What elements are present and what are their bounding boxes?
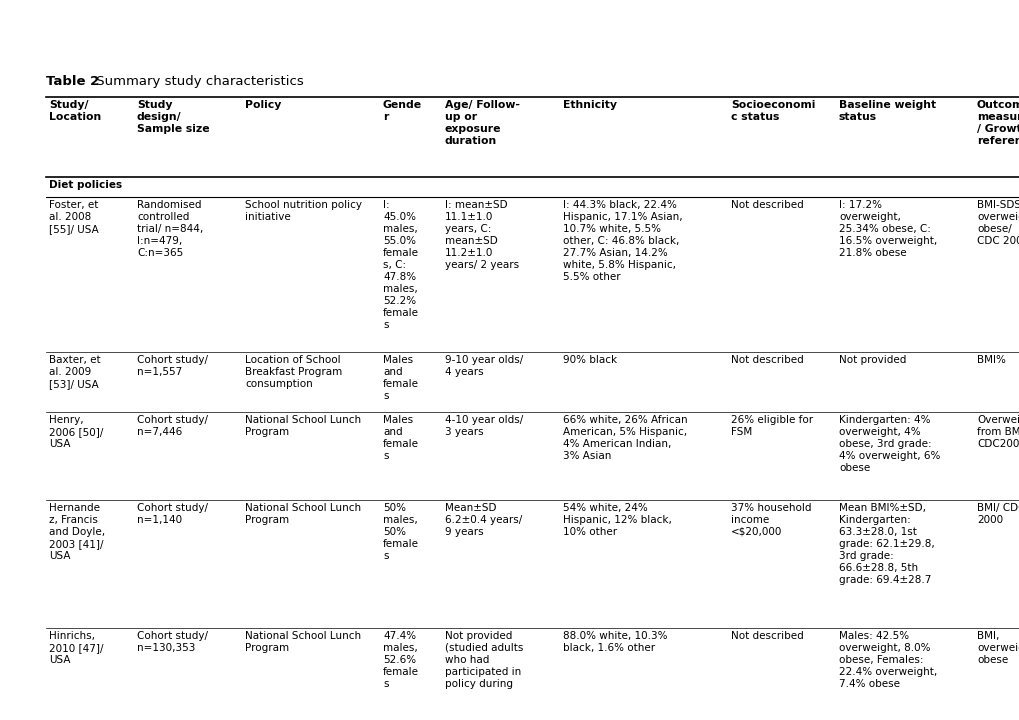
Text: Baxter, et
al. 2009
[53]/ USA: Baxter, et al. 2009 [53]/ USA bbox=[49, 355, 101, 389]
Text: Not described: Not described bbox=[731, 200, 803, 210]
Text: Cohort study/
n=7,446: Cohort study/ n=7,446 bbox=[137, 415, 208, 437]
Text: I: 44.3% black, 22.4%
Hispanic, 17.1% Asian,
10.7% white, 5.5%
other, C: 46.8% b: I: 44.3% black, 22.4% Hispanic, 17.1% As… bbox=[562, 200, 682, 282]
Text: Males: 42.5%
overweight, 8.0%
obese, Females:
22.4% overweight,
7.4% obese: Males: 42.5% overweight, 8.0% obese, Fem… bbox=[839, 631, 936, 689]
Text: Table 2: Table 2 bbox=[46, 75, 99, 88]
Text: Study
design/
Sample size: Study design/ Sample size bbox=[137, 100, 210, 134]
Text: Not provided
(studied adults
who had
participated in
policy during: Not provided (studied adults who had par… bbox=[444, 631, 523, 689]
Text: Age/ Follow-
up or
exposure
duration: Age/ Follow- up or exposure duration bbox=[444, 100, 520, 146]
Text: I:
45.0%
males,
55.0%
female
s, C:
47.8%
males,
52.2%
female
s: I: 45.0% males, 55.0% female s, C: 47.8%… bbox=[382, 200, 419, 330]
Text: 4-10 year olds/
3 years: 4-10 year olds/ 3 years bbox=[444, 415, 523, 437]
Text: Kindergarten: 4%
overweight, 4%
obese, 3rd grade:
4% overweight, 6%
obese: Kindergarten: 4% overweight, 4% obese, 3… bbox=[839, 415, 940, 473]
Text: Cohort study/
n=130,353: Cohort study/ n=130,353 bbox=[137, 631, 208, 653]
Text: Socioeconomi
c status: Socioeconomi c status bbox=[731, 100, 814, 122]
Text: Location of School
Breakfast Program
consumption: Location of School Breakfast Program con… bbox=[245, 355, 342, 389]
Text: Overweight
from BMI/
CDC2000: Overweight from BMI/ CDC2000 bbox=[976, 415, 1019, 449]
Text: I: mean±SD
11.1±1.0
years, C:
mean±SD
11.2±1.0
years/ 2 years: I: mean±SD 11.1±1.0 years, C: mean±SD 11… bbox=[444, 200, 519, 270]
Text: 66% white, 26% African
American, 5% Hispanic,
4% American Indian,
3% Asian: 66% white, 26% African American, 5% Hisp… bbox=[562, 415, 687, 461]
Text: Baseline weight
status: Baseline weight status bbox=[839, 100, 935, 122]
Text: National School Lunch
Program: National School Lunch Program bbox=[245, 631, 361, 653]
Text: Gende
r: Gende r bbox=[382, 100, 422, 122]
Text: Study/
Location: Study/ Location bbox=[49, 100, 101, 122]
Text: 47.4%
males,
52.6%
female
s: 47.4% males, 52.6% female s bbox=[382, 631, 419, 689]
Text: School nutrition policy
initiative: School nutrition policy initiative bbox=[245, 200, 362, 222]
Text: BMI-SDS,
overweight,
obese/
CDC 2000: BMI-SDS, overweight, obese/ CDC 2000 bbox=[976, 200, 1019, 246]
Text: Mean±SD
6.2±0.4 years/
9 years: Mean±SD 6.2±0.4 years/ 9 years bbox=[444, 503, 522, 537]
Text: Cohort study/
n=1,140: Cohort study/ n=1,140 bbox=[137, 503, 208, 525]
Text: Mean BMI%±SD,
Kindergarten:
63.3±28.0, 1st
grade: 62.1±29.8,
3rd grade:
66.6±28.: Mean BMI%±SD, Kindergarten: 63.3±28.0, 1… bbox=[839, 503, 933, 585]
Text: Diet policies: Diet policies bbox=[49, 180, 122, 190]
Text: National School Lunch
Program: National School Lunch Program bbox=[245, 415, 361, 437]
Text: I: 17.2%
overweight,
25.34% obese, C:
16.5% overweight,
21.8% obese: I: 17.2% overweight, 25.34% obese, C: 16… bbox=[839, 200, 936, 258]
Text: Outcome
measure(s)
/ Growth
reference: Outcome measure(s) / Growth reference bbox=[976, 100, 1019, 146]
Text: 90% black: 90% black bbox=[562, 355, 616, 365]
Text: Cohort study/
n=1,557: Cohort study/ n=1,557 bbox=[137, 355, 208, 377]
Text: 26% eligible for
FSM: 26% eligible for FSM bbox=[731, 415, 812, 437]
Text: Foster, et
al. 2008
[55]/ USA: Foster, et al. 2008 [55]/ USA bbox=[49, 200, 99, 234]
Text: 88.0% white, 10.3%
black, 1.6% other: 88.0% white, 10.3% black, 1.6% other bbox=[562, 631, 666, 653]
Text: Policy: Policy bbox=[245, 100, 281, 110]
Text: 50%
males,
50%
female
s: 50% males, 50% female s bbox=[382, 503, 419, 561]
Text: Males
and
female
s: Males and female s bbox=[382, 355, 419, 401]
Text: Henry,
2006 [50]/
USA: Henry, 2006 [50]/ USA bbox=[49, 415, 103, 449]
Text: BMI%: BMI% bbox=[976, 355, 1005, 365]
Text: Males
and
female
s: Males and female s bbox=[382, 415, 419, 461]
Text: Randomised
controlled
trial/ n=844,
I:n=479,
C:n=365: Randomised controlled trial/ n=844, I:n=… bbox=[137, 200, 203, 258]
Text: 9-10 year olds/
4 years: 9-10 year olds/ 4 years bbox=[444, 355, 523, 377]
Text: BMI/ CDC
2000: BMI/ CDC 2000 bbox=[976, 503, 1019, 525]
Text: Hernande
z, Francis
and Doyle,
2003 [41]/
USA: Hernande z, Francis and Doyle, 2003 [41]… bbox=[49, 503, 105, 561]
Text: Ethnicity: Ethnicity bbox=[562, 100, 616, 110]
Text: Summary study characteristics: Summary study characteristics bbox=[92, 75, 304, 88]
Text: Not described: Not described bbox=[731, 631, 803, 641]
Text: BMI,
overweight,
obese: BMI, overweight, obese bbox=[976, 631, 1019, 665]
Text: Hinrichs,
2010 [47]/
USA: Hinrichs, 2010 [47]/ USA bbox=[49, 631, 103, 665]
Text: 54% white, 24%
Hispanic, 12% black,
10% other: 54% white, 24% Hispanic, 12% black, 10% … bbox=[562, 503, 672, 537]
Text: Not described: Not described bbox=[731, 355, 803, 365]
Text: Not provided: Not provided bbox=[839, 355, 906, 365]
Text: National School Lunch
Program: National School Lunch Program bbox=[245, 503, 361, 525]
Text: 37% household
income
<$20,000: 37% household income <$20,000 bbox=[731, 503, 811, 537]
